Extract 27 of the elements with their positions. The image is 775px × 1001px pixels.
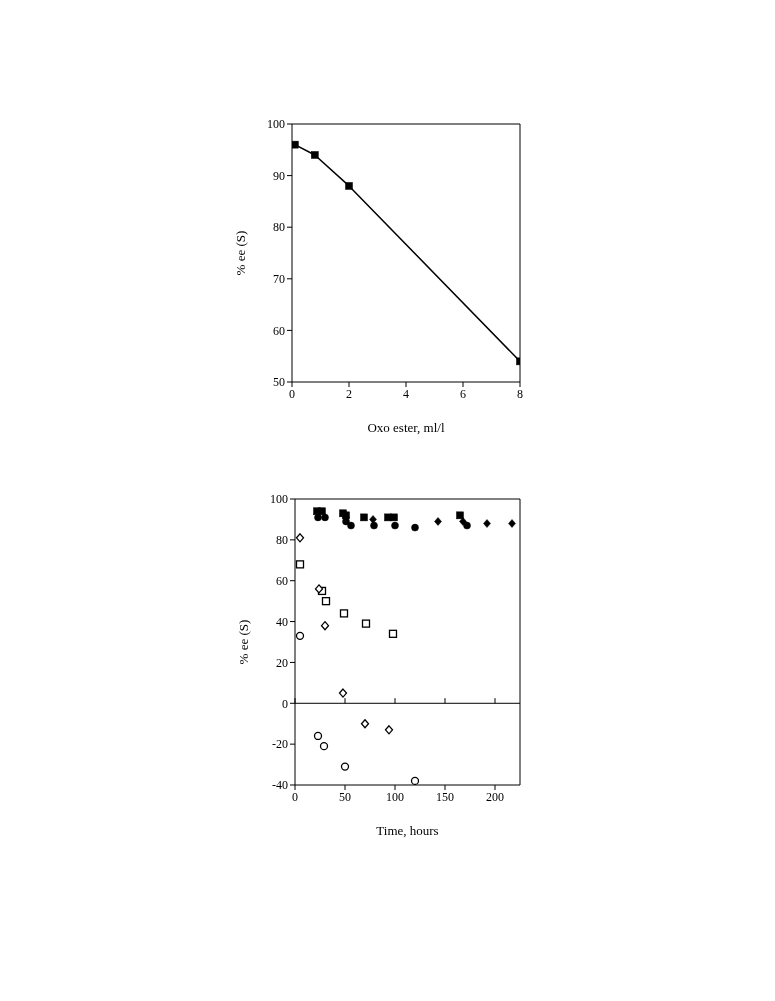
y-tick-label: -20 (272, 737, 288, 752)
y-axis-title: % ee (S) (235, 619, 251, 665)
x-tick-label: 2 (346, 386, 352, 401)
x-tick-label: 4 (403, 386, 409, 401)
y-tick-label: -40 (272, 778, 288, 793)
y-tick-label: 60 (276, 573, 288, 588)
y-tick-label: 80 (273, 220, 285, 235)
x-tick-label: 150 (436, 789, 454, 804)
y-tick-label: 100 (270, 492, 288, 507)
y-tick-label: 20 (276, 655, 288, 670)
y-tick-label: 0 (282, 696, 288, 711)
x-axis-title: Oxo ester, ml/l (367, 420, 445, 435)
x-tick-label: 100 (386, 789, 404, 804)
x-tick-label: 0 (292, 789, 298, 804)
y-tick-label: 80 (276, 533, 288, 548)
y-tick-label: 90 (273, 168, 285, 183)
x-axis-title: Time, hours (376, 823, 439, 838)
y-axis-title: % ee (S) (232, 230, 248, 276)
x-tick-label: 50 (339, 789, 351, 804)
y-tick-label: 60 (273, 323, 285, 338)
x-tick-label: 8 (517, 386, 523, 401)
x-tick-label: 6 (460, 386, 466, 401)
y-tick-label: 50 (273, 375, 285, 390)
x-tick-label: 200 (486, 789, 504, 804)
y-tick-label: 40 (276, 614, 288, 629)
y-tick-label: 70 (273, 272, 285, 287)
y-tick-label: 100 (267, 117, 285, 132)
